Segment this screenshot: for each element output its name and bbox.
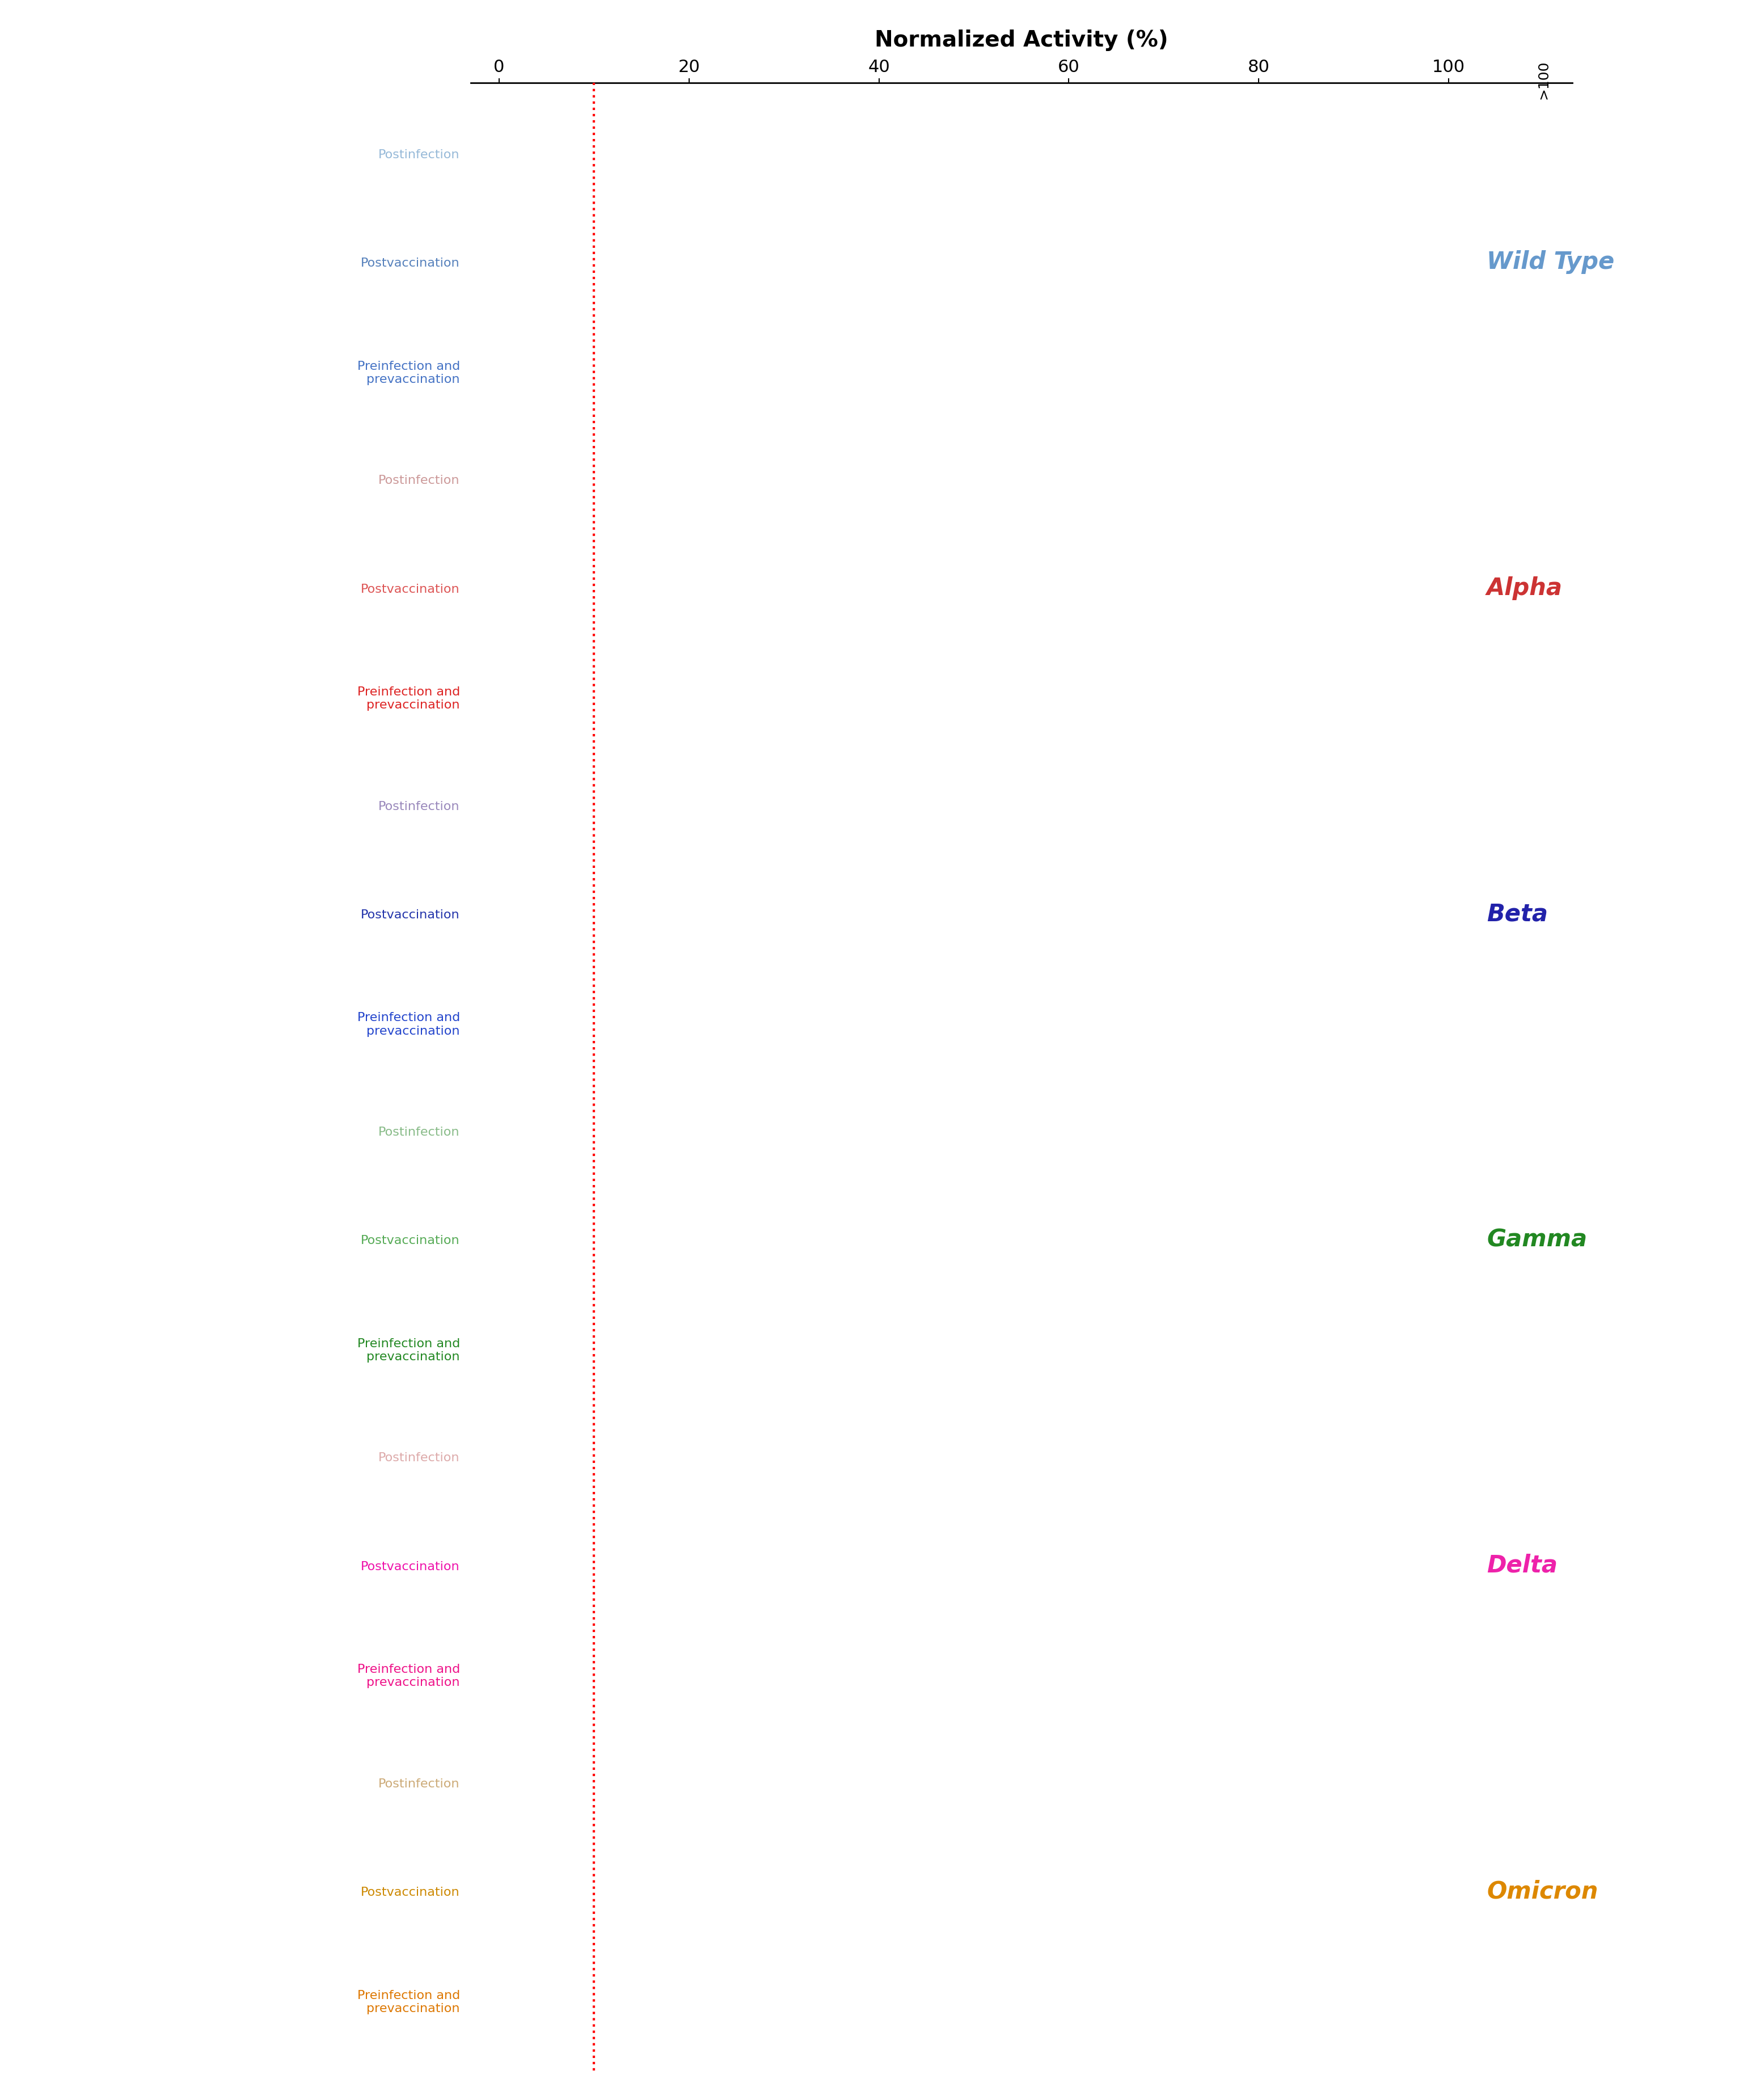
- Text: Delta: Delta: [1487, 1554, 1558, 1577]
- Text: Gamma: Gamma: [1487, 1228, 1588, 1252]
- Text: Omicron: Omicron: [1487, 1880, 1598, 1903]
- Text: Beta: Beta: [1487, 903, 1548, 926]
- X-axis label: Normalized Activity (%): Normalized Activity (%): [875, 29, 1168, 50]
- Text: Alpha: Alpha: [1487, 575, 1563, 601]
- Text: >100: >100: [1537, 61, 1551, 99]
- Text: Wild Type: Wild Type: [1487, 250, 1614, 275]
